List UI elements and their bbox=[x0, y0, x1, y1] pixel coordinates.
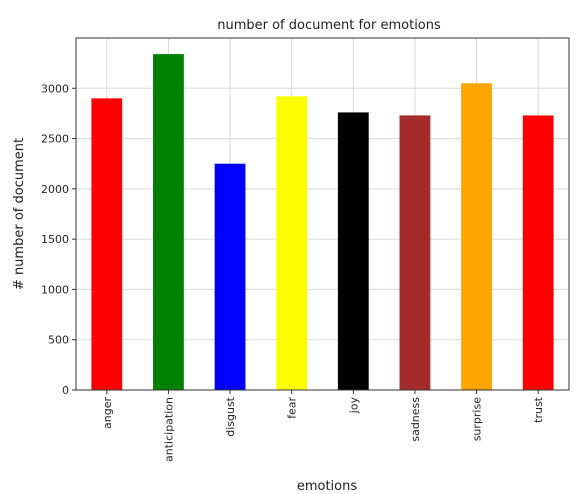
y-tick-label: 3000 bbox=[41, 82, 69, 95]
x-tick-label: disgust bbox=[224, 396, 237, 436]
bar-surprise bbox=[461, 83, 492, 390]
y-tick-label: 1500 bbox=[41, 233, 69, 246]
y-tick-label: 1000 bbox=[41, 283, 69, 296]
y-axis-title: # number of document bbox=[12, 138, 27, 290]
x-tick-label: trust bbox=[532, 396, 545, 423]
bar-joy bbox=[337, 112, 369, 391]
bar-disgust bbox=[214, 163, 246, 390]
y-tick-label: 0 bbox=[62, 384, 69, 397]
grid-lines bbox=[76, 38, 569, 391]
x-axis-ticks: anger anticipation disgust fear joy sadness su… bbox=[101, 390, 545, 462]
plot-frame bbox=[75, 37, 570, 391]
x-tick-label: surprise bbox=[471, 397, 484, 442]
x-tick-label: sadness bbox=[409, 397, 422, 442]
chart-title: number of document for emotions bbox=[217, 18, 441, 33]
x-tick-label: joy bbox=[347, 397, 360, 415]
x-tick-label: anger bbox=[101, 397, 114, 429]
bar-trust bbox=[522, 115, 554, 390]
bar-anticipation bbox=[153, 54, 184, 390]
y-tick-label: 2500 bbox=[41, 133, 69, 146]
bar-anger bbox=[91, 98, 123, 390]
bar-sadness bbox=[399, 115, 431, 390]
bars bbox=[91, 54, 554, 391]
y-tick-label: 500 bbox=[48, 334, 69, 347]
x-tick-label: anticipation bbox=[162, 397, 175, 462]
y-tick-label: 2000 bbox=[41, 183, 69, 196]
x-tick-label: fear bbox=[286, 397, 299, 419]
x-axis-title: emotions bbox=[297, 479, 358, 494]
y-axis-ticks: 0 500 1000 1500 2000 2500 3000 bbox=[41, 82, 76, 397]
bar-fear bbox=[276, 96, 308, 391]
